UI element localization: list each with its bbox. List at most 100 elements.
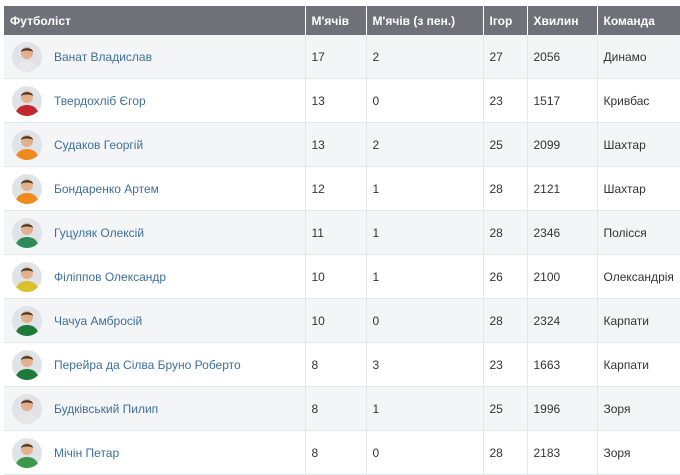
player-cell: Твердохліб Єгор (4, 78, 306, 123)
team-cell: Полісся (597, 210, 680, 255)
player-name-link[interactable]: Перейра да Сілва Бруно Роберто (54, 357, 241, 372)
player-cell: Бондаренко Артем (4, 166, 306, 211)
table-row: Твердохліб Єгор 13 0 23 1517 Кривбас (4, 78, 680, 123)
table-row: Судаков Георгій 13 2 25 2099 Шахтар (4, 122, 680, 167)
player-avatar[interactable] (12, 393, 42, 424)
player-name-link[interactable]: Ванат Владислав (54, 49, 152, 64)
player-name-link[interactable]: Твердохліб Єгор (54, 93, 146, 108)
games-cell: 28 (483, 430, 528, 475)
table-body: Ванат Владислав 17 2 27 2056 Динамо Твердохліб… (4, 35, 680, 475)
player-avatar[interactable] (12, 437, 42, 468)
player-photo-icon (12, 261, 42, 292)
penalty-goals-cell: 0 (366, 430, 484, 475)
player-name-link[interactable]: Судаков Георгій (54, 137, 144, 152)
table-row: Перейра да Сілва Бруно Роберто 8 3 23 1663 Ка… (4, 342, 680, 387)
player-photo-icon (12, 129, 42, 160)
player-avatar[interactable] (12, 261, 42, 292)
player-info: Будківський Пилип (10, 393, 305, 424)
column-header-games[interactable]: Ігор (483, 6, 528, 35)
goals-cell: 17 (305, 35, 367, 79)
penalty-goals-cell: 1 (366, 254, 484, 299)
player-info: Перейра да Сілва Бруно Роберто (10, 349, 305, 380)
team-cell: Олександрія (597, 254, 680, 299)
player-avatar[interactable] (12, 217, 42, 248)
player-info: Гуцуляк Олексій (10, 217, 305, 248)
minutes-cell: 2121 (527, 166, 598, 211)
table-row: Гуцуляк Олексій 11 1 28 2346 Полісся (4, 210, 680, 255)
player-cell: Ванат Владислав (4, 35, 306, 79)
games-cell: 25 (483, 386, 528, 431)
games-cell: 25 (483, 122, 528, 167)
goals-cell: 13 (305, 78, 367, 123)
player-info: Мічін Петар (10, 437, 305, 468)
player-cell: Гуцуляк Олексій (4, 210, 306, 255)
scorers-table: Футболіст М'ячів М'ячів (з пен.) Ігор Хв… (4, 6, 680, 475)
player-avatar[interactable] (12, 41, 42, 72)
player-name-link[interactable]: Філіппов Олександр (54, 269, 167, 284)
goals-cell: 8 (305, 342, 367, 387)
player-avatar[interactable] (12, 85, 42, 116)
goals-cell: 11 (305, 210, 367, 255)
player-avatar[interactable] (12, 129, 42, 160)
player-name-link[interactable]: Будківський Пилип (54, 401, 159, 416)
table-row: Чачуа Амбросій 10 0 28 2324 Карпати (4, 298, 680, 343)
player-photo-icon (12, 305, 42, 336)
player-name-link[interactable]: Бондаренко Артем (54, 181, 159, 196)
games-cell: 28 (483, 166, 528, 211)
team-cell: Кривбас (597, 78, 680, 123)
team-cell: Карпати (597, 298, 680, 343)
games-cell: 23 (483, 342, 528, 387)
player-info: Чачуа Амбросій (10, 305, 305, 336)
penalty-goals-cell: 1 (366, 386, 484, 431)
team-cell: Шахтар (597, 122, 680, 167)
player-photo-icon (12, 349, 42, 380)
player-avatar[interactable] (12, 173, 42, 204)
table-row: Ванат Владислав 17 2 27 2056 Динамо (4, 35, 680, 79)
column-header-goals[interactable]: М'ячів (305, 6, 367, 35)
penalty-goals-cell: 0 (366, 298, 484, 343)
team-cell: Карпати (597, 342, 680, 387)
scorers-table-container: Футболіст М'ячів М'ячів (з пен.) Ігор Хв… (4, 6, 680, 475)
player-info: Судаков Георгій (10, 129, 305, 160)
player-avatar[interactable] (12, 305, 42, 336)
player-name-link[interactable]: Чачуа Амбросій (54, 313, 143, 328)
minutes-cell: 2183 (527, 430, 598, 475)
player-photo-icon (12, 41, 42, 72)
player-cell: Будківський Пилип (4, 386, 306, 431)
games-cell: 23 (483, 78, 528, 123)
header-row: Футболіст М'ячів М'ячів (з пен.) Ігор Хв… (4, 6, 680, 35)
player-info: Твердохліб Єгор (10, 85, 305, 116)
player-cell: Перейра да Сілва Бруно Роберто (4, 342, 306, 387)
team-cell: Динамо (597, 35, 680, 79)
penalty-goals-cell: 1 (366, 166, 484, 211)
minutes-cell: 2346 (527, 210, 598, 255)
column-header-penalty-goals[interactable]: М'ячів (з пен.) (366, 6, 484, 35)
goals-cell: 13 (305, 122, 367, 167)
player-info: Ванат Владислав (10, 41, 305, 72)
player-photo-icon (12, 85, 42, 116)
penalty-goals-cell: 2 (366, 122, 484, 167)
goals-cell: 8 (305, 430, 367, 475)
minutes-cell: 2056 (527, 35, 598, 79)
goals-cell: 10 (305, 254, 367, 299)
minutes-cell: 1663 (527, 342, 598, 387)
minutes-cell: 2324 (527, 298, 598, 343)
minutes-cell: 2100 (527, 254, 598, 299)
player-name-link[interactable]: Гуцуляк Олексій (54, 225, 145, 240)
table-row: Мічін Петар 8 0 28 2183 Зоря (4, 430, 680, 475)
column-header-player[interactable]: Футболіст (4, 6, 306, 35)
penalty-goals-cell: 1 (366, 210, 484, 255)
player-photo-icon (12, 173, 42, 204)
player-cell: Мічін Петар (4, 430, 306, 475)
player-name-link[interactable]: Мічін Петар (54, 445, 120, 460)
games-cell: 26 (483, 254, 528, 299)
player-avatar[interactable] (12, 349, 42, 380)
table-row: Філіппов Олександр 10 1 26 2100 Олександрія (4, 254, 680, 299)
column-header-team[interactable]: Команда (597, 6, 680, 35)
goals-cell: 12 (305, 166, 367, 211)
games-cell: 27 (483, 35, 528, 79)
penalty-goals-cell: 0 (366, 78, 484, 123)
player-info: Філіппов Олександр (10, 261, 305, 292)
column-header-minutes[interactable]: Хвилин (527, 6, 598, 35)
table-row: Бондаренко Артем 12 1 28 2121 Шахтар (4, 166, 680, 211)
